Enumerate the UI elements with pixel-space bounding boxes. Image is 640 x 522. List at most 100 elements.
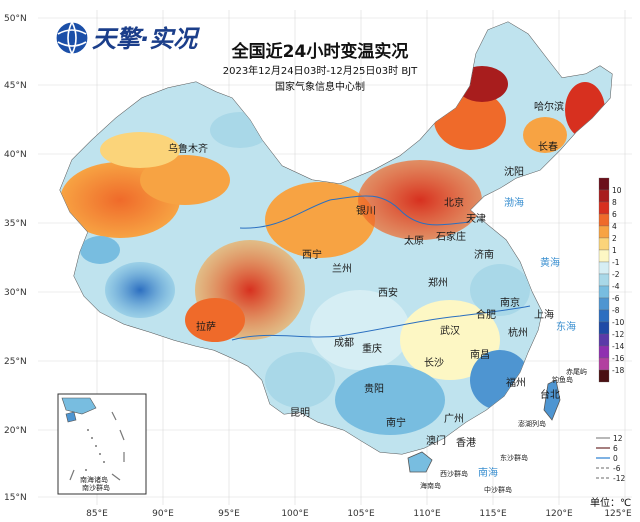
sea-labels: 渤海 黄海 东海 南海	[478, 196, 576, 479]
legend-label: -18	[612, 366, 624, 375]
legend-label: 8	[612, 198, 617, 207]
legend-swatch	[598, 357, 610, 371]
city-label: 香港	[456, 437, 476, 449]
sea-label: 黄海	[540, 256, 560, 269]
city-label: 昆明	[290, 407, 310, 419]
legend-label: -2	[612, 270, 620, 279]
city-label: 福州	[506, 376, 526, 389]
city-label: 澳门	[426, 434, 446, 447]
legend-swatch	[598, 333, 610, 347]
island-label: 西沙群岛	[440, 469, 468, 478]
city-label: 杭州	[508, 326, 528, 339]
city-label: 兰州	[332, 262, 352, 275]
lat-label: 25°N	[4, 357, 27, 367]
city-label: 哈尔滨	[534, 100, 564, 113]
lon-label: 125°E	[604, 509, 632, 519]
longitude-labels: 85°E 90°E 95°E 100°E 105°E 110°E 115°E 1…	[86, 509, 632, 519]
legend-label: -16	[612, 354, 624, 363]
city-label: 南昌	[470, 348, 490, 361]
color-legend: 10 8 6 4 2 1 -1 -2 -4 -6 -8 -10 -12 -14 -16 -18	[598, 177, 624, 383]
inset-label: 南海诸岛	[80, 475, 108, 484]
city-label: 台北	[540, 388, 560, 401]
lon-label: 115°E	[479, 509, 507, 519]
isotherm-label: -6	[613, 464, 621, 473]
lat-label: 30°N	[4, 288, 27, 298]
city-label: 长春	[538, 141, 558, 153]
south-china-sea-inset: 南海诸岛 南沙群岛	[57, 393, 147, 495]
city-label: 重庆	[362, 342, 382, 355]
city-label: 合肥	[476, 308, 496, 321]
legend-label: 6	[612, 210, 617, 219]
isotherm-label: 6	[613, 444, 618, 453]
legend-swatch	[598, 285, 610, 299]
lon-label: 120°E	[545, 509, 573, 519]
legend-label: -8	[612, 306, 620, 315]
legend-swatch	[598, 261, 610, 275]
city-label: 广州	[444, 413, 464, 425]
legend-swatch	[598, 189, 610, 203]
lat-label: 15°N	[4, 493, 27, 503]
isotherm-legend: 12 6 0 -6 -12	[596, 434, 625, 483]
legend-label: -14	[612, 342, 624, 351]
publisher: 国家气象信息中心制	[275, 80, 365, 93]
lat-label: 50°N	[4, 14, 27, 24]
city-label: 上海	[534, 308, 554, 321]
city-label: 石家庄	[436, 230, 466, 243]
island-label: 中沙群岛	[484, 485, 512, 494]
lat-label: 20°N	[4, 426, 27, 436]
city-labels: 哈尔滨 长春 沈阳 天津 北京 石家庄 太原 济南 银川 西宁 兰州 郑州 西安…	[168, 100, 564, 449]
island-label: 澎湖列岛	[518, 419, 546, 428]
legend-swatch	[598, 309, 610, 323]
city-label: 长沙	[424, 357, 444, 369]
globe-icon	[55, 21, 89, 55]
sea-label: 南海	[478, 466, 498, 479]
city-label: 南宁	[386, 416, 406, 429]
logo: 天擎·实况	[55, 21, 200, 55]
latitude-labels: 50°N 45°N 40°N 35°N 30°N 25°N 20°N 15°N	[4, 14, 27, 503]
city-label: 郑州	[428, 276, 448, 289]
sea-label: 东海	[556, 320, 576, 333]
legend-swatch	[598, 225, 610, 239]
legend-label: -6	[612, 294, 620, 303]
legend-label: 4	[612, 222, 617, 231]
legend-swatch	[598, 177, 610, 191]
legend-swatch	[598, 201, 610, 215]
lon-label: 105°E	[347, 509, 375, 519]
lat-label: 45°N	[4, 81, 27, 91]
logo-text: 天擎·实况	[92, 25, 200, 53]
island-label: 东沙群岛	[500, 453, 528, 462]
legend-label: -12	[612, 330, 624, 339]
city-label: 成都	[334, 337, 354, 349]
city-label: 济南	[474, 248, 494, 261]
legend-swatch	[598, 273, 610, 287]
legend-label: -1	[612, 258, 620, 267]
city-label: 银川	[356, 204, 376, 217]
legend-swatch	[598, 321, 610, 335]
legend-swatch	[598, 369, 610, 383]
isotherm-label: 0	[613, 454, 618, 463]
map-title: 全国近24小时变温实况	[231, 41, 409, 62]
lat-label: 40°N	[4, 150, 27, 160]
legend-swatch	[598, 213, 610, 227]
sea-label: 渤海	[504, 196, 524, 209]
isotherm-label: -12	[613, 474, 625, 483]
island-label: 钓鱼岛	[552, 375, 573, 384]
city-label: 北京	[444, 196, 464, 209]
island-label: 赤尾屿	[566, 367, 587, 376]
legend-swatch	[598, 249, 610, 263]
legend-label: -10	[612, 318, 624, 327]
lon-label: 110°E	[413, 509, 441, 519]
lon-label: 95°E	[218, 509, 240, 519]
legend-swatch	[598, 345, 610, 359]
lon-label: 85°E	[86, 509, 108, 519]
city-label: 南京	[500, 296, 520, 309]
legend-label: 10	[612, 186, 622, 195]
legend-label: -4	[612, 282, 620, 291]
legend-label: 2	[612, 234, 617, 243]
isotherm-label: 12	[613, 434, 623, 443]
lat-label: 35°N	[4, 219, 27, 229]
island-label: 海南岛	[420, 481, 441, 490]
lon-label: 100°E	[281, 509, 309, 519]
